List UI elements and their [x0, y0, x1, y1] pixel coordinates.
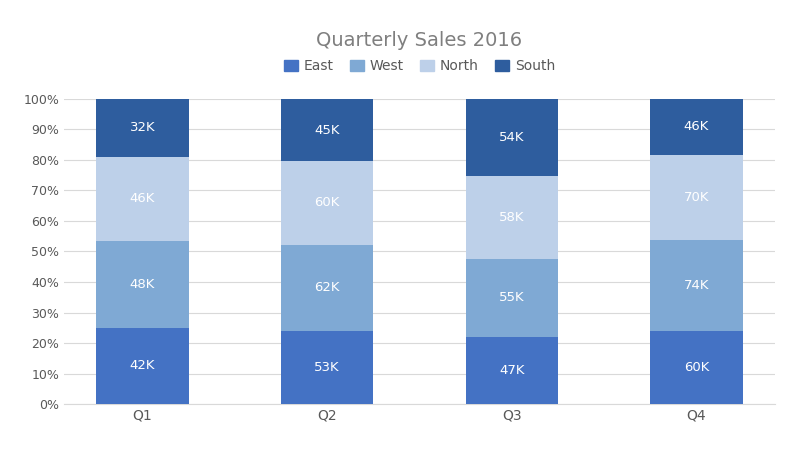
Bar	[466, 259, 558, 337]
Text: 60K: 60K	[315, 196, 340, 209]
Bar	[281, 330, 373, 404]
Bar	[281, 245, 373, 330]
Bar	[466, 99, 558, 176]
Text: 46K: 46K	[129, 192, 155, 205]
Text: 48K: 48K	[129, 277, 155, 291]
Bar	[466, 176, 558, 259]
Text: 60K: 60K	[684, 361, 710, 374]
Text: 74K: 74K	[684, 279, 710, 292]
Bar	[281, 99, 373, 161]
Bar	[650, 241, 743, 331]
Text: 54K: 54K	[499, 131, 525, 144]
Bar	[96, 328, 189, 404]
Title: Quarterly Sales 2016: Quarterly Sales 2016	[316, 31, 523, 50]
Bar	[96, 157, 189, 241]
Legend: East, West, North, South: East, West, North, South	[278, 54, 561, 79]
Bar	[281, 161, 373, 245]
Text: 62K: 62K	[314, 281, 340, 294]
Bar	[96, 241, 189, 328]
Text: 42K: 42K	[129, 360, 155, 372]
Bar	[650, 99, 743, 155]
Text: 32K: 32K	[129, 121, 155, 134]
Text: 46K: 46K	[684, 120, 710, 133]
Text: 70K: 70K	[684, 191, 710, 204]
Text: 55K: 55K	[499, 291, 525, 304]
Text: 47K: 47K	[499, 364, 525, 377]
Text: 45K: 45K	[314, 123, 340, 136]
Bar	[466, 337, 558, 404]
Bar	[650, 155, 743, 241]
Bar	[650, 331, 743, 404]
Text: 58K: 58K	[499, 211, 525, 224]
Text: 53K: 53K	[314, 361, 340, 374]
Bar	[96, 99, 189, 157]
